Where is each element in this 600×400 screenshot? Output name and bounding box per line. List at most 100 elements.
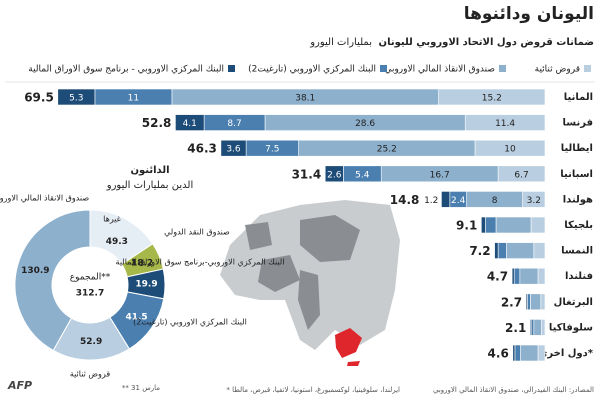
segment-label: 16.7 [430, 170, 450, 180]
total-label: 69.5 [24, 91, 54, 105]
bar-segment [220, 139, 247, 157]
segment-label: 5.3 [69, 94, 83, 104]
category-label: سلوفاكيا [549, 322, 593, 333]
segment-label: 8.7 [227, 119, 241, 129]
bar-segment [324, 165, 344, 183]
total-label: 31.4 [292, 167, 322, 181]
bar-segment [57, 88, 96, 106]
legend-swatch [380, 65, 387, 72]
slice-name: البنك المركزي الاوروبي (تارغيت2) [133, 318, 247, 327]
bar-segment [512, 344, 516, 362]
legend-label: قروض ثنائية [535, 65, 580, 75]
legend-label: صندوق الانقاذ المالي الاوروبي [384, 65, 495, 75]
subtitle: ضمانات قروض دول الاتحاد الاوروبي لليونان [379, 37, 594, 48]
category-label: هولندا [563, 194, 593, 205]
bar-segment [175, 114, 205, 131]
category-label: دول اخرى* [538, 348, 594, 359]
category-label: المانيا [564, 92, 593, 103]
bar-segment [531, 319, 535, 336]
bar-segment [514, 344, 521, 362]
segment-label: 11.4 [495, 119, 515, 129]
total-label: 2.7 [501, 295, 522, 309]
legend-label: البنك المركزي الاوروبي - برنامج سوق الاو… [28, 65, 224, 75]
category-label: البرتغال [554, 297, 593, 308]
segment-label: 1.2 [424, 196, 438, 206]
bar-segment [525, 293, 528, 311]
donut-slice [14, 209, 91, 352]
bar-segment [537, 344, 546, 362]
bar-segment [529, 293, 542, 311]
segment-label: 38.1 [295, 94, 315, 104]
bar-segment [529, 319, 532, 336]
segment-label: 7.5 [265, 145, 279, 155]
segment-label: 3.6 [226, 145, 241, 155]
slice-value: 130.9 [21, 266, 49, 276]
legend-swatch [228, 65, 235, 72]
unit: بمليارات اليورو [309, 37, 372, 48]
segment-label: 2.6 [327, 170, 342, 180]
slice-name: قروض ثنائية [70, 370, 111, 379]
segment-label: 10 [504, 145, 516, 155]
donut-total: 312.7 [76, 289, 104, 299]
bar-segment [485, 216, 497, 234]
bar-segment [520, 344, 539, 362]
title: اليونان ودائنوها [464, 4, 594, 24]
total-label: 9.1 [456, 219, 477, 233]
segment-label: 3.2 [527, 196, 541, 206]
segment-label: 28.6 [355, 119, 375, 129]
bar-segment [506, 242, 535, 259]
donut-center-label: المجموع** [70, 273, 111, 283]
total-label: 4.7 [487, 270, 508, 284]
slice-name: غيرها [103, 215, 121, 224]
total-label: 4.6 [488, 347, 509, 361]
bar-segment [495, 216, 532, 234]
total-label: 2.1 [505, 321, 526, 335]
category-label: فرنسا [563, 118, 593, 129]
segment-label: 5.4 [355, 170, 370, 180]
footnote-date: ** 31 مارس [122, 384, 160, 392]
slice-value: 19.9 [135, 280, 157, 290]
category-label: اسبانيا [560, 169, 593, 180]
slice-name: البنك المركزي الاوروبي-برنامج سوق الاورا… [116, 258, 285, 267]
slice-value: 18.2 [131, 259, 153, 269]
bar-segment [533, 242, 546, 259]
bar-segment [527, 293, 531, 311]
category-label: فنلندا [565, 271, 593, 282]
bar-segment [530, 216, 546, 234]
bar-segment [537, 267, 546, 285]
bar-segment [480, 216, 486, 234]
bar-segment [494, 242, 499, 259]
bar-segment [541, 319, 546, 336]
credit: AFP [7, 379, 32, 392]
segment-label: 8 [492, 196, 498, 206]
total-label: 46.3 [187, 142, 217, 156]
slice-value: 52.9 [80, 337, 102, 347]
slice-name: صندوق الانقاذ المالي الاوروبي [0, 194, 89, 203]
category-label: النمسا [561, 246, 593, 257]
segment-label: 4.1 [183, 119, 197, 129]
bar-segment [519, 267, 539, 285]
bar-segment [497, 242, 507, 259]
segment-label: 25.2 [377, 145, 397, 155]
source: المصادر: البنك الفيدرالي، صندوق الانقاذ … [433, 386, 594, 394]
donut-title: الدائنون [130, 165, 169, 176]
total-label: 14.8 [390, 193, 420, 207]
legend-swatch [584, 65, 591, 72]
bar-segment [533, 319, 542, 336]
segment-label: 11 [128, 94, 139, 104]
slice-name: صندوق النقد الدولي [164, 228, 230, 237]
bar-segment [513, 267, 521, 285]
slice-value: 41.5 [125, 313, 147, 323]
category-label: بلجيكا [564, 220, 593, 231]
footnote: * ايرلندا، سلوفينيا، لوكسمبورغ، استونيا،… [226, 386, 400, 394]
total-label: 52.8 [142, 116, 172, 130]
bar-segment [441, 191, 451, 208]
segment-label: 6.7 [514, 170, 528, 180]
total-label: 7.2 [469, 244, 490, 258]
legend-swatch [499, 65, 506, 72]
segment-label: 2.4 [451, 196, 466, 206]
bar-segment [511, 267, 515, 285]
map [220, 200, 400, 366]
donut-subtitle: الدين بمليارات اليورو [106, 180, 193, 191]
